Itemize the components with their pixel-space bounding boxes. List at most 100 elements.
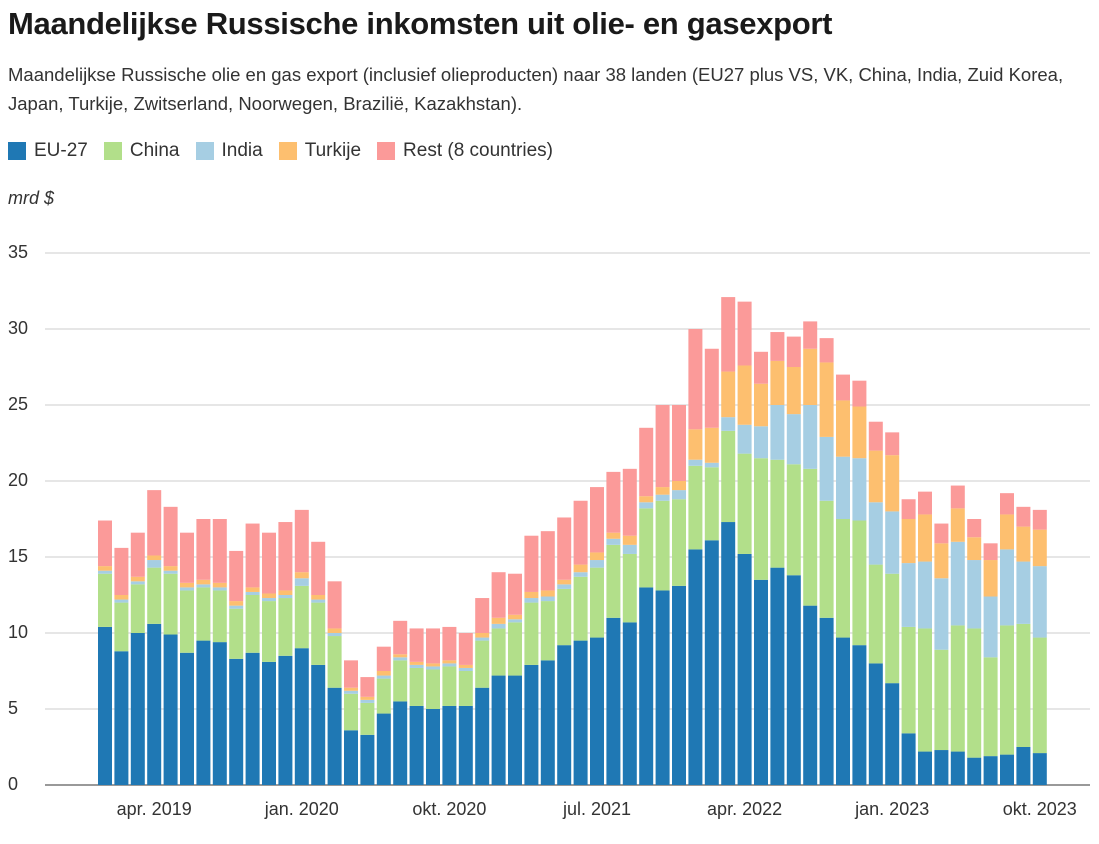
bar-segment	[721, 430, 736, 523]
bar-segment	[803, 321, 818, 349]
bar-segment	[278, 598, 293, 656]
bar-segment	[803, 348, 818, 405]
bar-segment	[1000, 625, 1014, 755]
bar-segment	[393, 654, 408, 658]
bar-segment	[868, 663, 883, 785]
bar-segment	[262, 593, 276, 599]
bar-segment	[344, 690, 358, 694]
bar-segment	[524, 602, 539, 665]
bar-segment	[524, 598, 539, 603]
bar-segment	[950, 485, 965, 509]
legend-label: Rest (8 countries)	[403, 140, 553, 161]
bar-segment	[426, 709, 440, 785]
bar-segment	[704, 427, 719, 463]
bar-segment	[212, 587, 227, 591]
y-tick-label: 10	[8, 622, 28, 642]
bar-segment	[1000, 493, 1014, 515]
legend-label: India	[221, 140, 263, 161]
bar-segment	[622, 553, 637, 623]
bar-segment	[180, 532, 194, 583]
bar-segment	[294, 572, 309, 579]
x-tick-label: apr. 2019	[117, 799, 192, 819]
bar-segment	[934, 523, 949, 544]
bar-segment	[606, 471, 621, 533]
bar-segment	[704, 467, 719, 541]
bar-segment	[868, 421, 883, 451]
bar-segment	[180, 590, 194, 653]
bar-segment	[130, 584, 145, 633]
bar-segment	[540, 596, 555, 602]
bar-segment	[409, 664, 424, 668]
bar-segment	[918, 751, 932, 785]
bar-segment	[442, 666, 457, 706]
bar-segment	[737, 365, 752, 425]
bar-segment	[262, 598, 276, 602]
bar-segment	[557, 588, 572, 646]
bar-segment	[622, 535, 637, 545]
bar-segment	[573, 576, 588, 641]
bar-segment	[770, 459, 785, 568]
bar-segment	[803, 468, 818, 606]
bar-segment	[655, 500, 670, 591]
bar-segment	[655, 487, 670, 495]
bar-segment	[229, 601, 244, 606]
bar-segment	[491, 623, 506, 629]
bar-segment	[901, 499, 916, 519]
bar-segment	[278, 595, 293, 599]
bar-segment	[688, 329, 703, 430]
bar-segment	[475, 687, 490, 785]
bar-segment	[590, 560, 604, 568]
bar-segment	[540, 601, 555, 661]
bar-segment	[130, 581, 145, 585]
bar-segment	[901, 563, 916, 627]
bar-segment	[442, 660, 457, 664]
y-tick-label: 30	[8, 318, 28, 338]
bar-segment	[1032, 637, 1047, 754]
bar-segment	[147, 560, 162, 568]
bar-segment	[426, 628, 440, 664]
bar-segment	[147, 490, 162, 556]
bar-segment	[409, 661, 424, 665]
bar-segment	[1016, 526, 1031, 562]
bar-segment	[294, 578, 309, 586]
bar-segment	[245, 652, 260, 785]
bar-segment	[622, 468, 637, 536]
bar-segment	[950, 508, 965, 542]
bar-segment	[426, 666, 440, 670]
legend-label: EU-27	[34, 140, 88, 161]
bar-segment	[360, 696, 375, 700]
legend-swatch	[103, 142, 122, 160]
bar-segment	[508, 675, 522, 785]
legend-swatch	[195, 142, 214, 160]
bar-segment	[491, 675, 506, 785]
bar-segment	[967, 519, 982, 538]
chart-subtitle: Maandelijkse Russische olie en gas expor…	[8, 64, 1064, 114]
bar-segment	[245, 587, 260, 592]
y-tick-label: 25	[8, 394, 28, 414]
bar-segment	[163, 566, 178, 571]
bar-segment	[754, 383, 768, 427]
bar-segment	[475, 598, 490, 633]
bar-segment	[688, 549, 703, 785]
bar-segment	[885, 511, 900, 574]
bar-segment	[934, 543, 949, 579]
bar-segment	[983, 543, 998, 561]
chart-title: Maandelijkse Russische inkomsten uit oli…	[8, 6, 833, 41]
bar-segment	[344, 687, 358, 691]
bar-segment	[1016, 506, 1031, 527]
bar-segment	[130, 576, 145, 582]
bar-segment	[934, 649, 949, 751]
bar-segment	[540, 531, 555, 591]
bar-segment	[98, 573, 112, 627]
bar-segment	[458, 667, 473, 671]
bar-segment	[836, 374, 850, 401]
bar-segment	[327, 628, 342, 633]
legend-item: Turkije	[278, 140, 361, 162]
bar-segment	[786, 367, 801, 415]
bar-segment	[180, 582, 194, 588]
bar-segment	[1032, 509, 1047, 530]
bar-segment	[606, 544, 621, 618]
bar-segment	[114, 599, 129, 603]
bar-segment	[491, 617, 506, 624]
bar-segment	[639, 502, 654, 509]
